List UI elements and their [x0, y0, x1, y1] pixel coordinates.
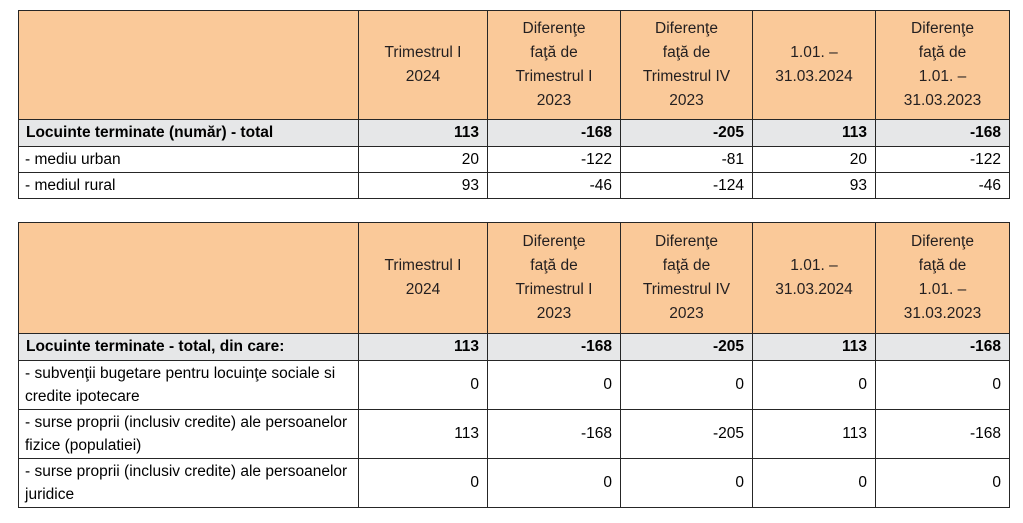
row-value: 113	[358, 409, 488, 459]
table-row: - subvenţii bugetare pentru locuinţe soc…	[18, 360, 1010, 410]
table-row: - mediu urban 20 -122 -81 20 -122	[18, 146, 1010, 173]
row-value: 0	[620, 360, 753, 410]
row-value: 113	[752, 409, 876, 459]
row-label: - subvenţii bugetare pentru locuinţe soc…	[18, 360, 359, 410]
table-1-col-header-5-text: Diferenţe faţă de 1.01. –31.03.2023	[903, 20, 982, 109]
row-value: 113	[358, 119, 488, 147]
row-value: 0	[358, 458, 488, 508]
row-value: 93	[358, 172, 488, 199]
row-value: -168	[487, 119, 621, 147]
row-value: 0	[752, 360, 876, 410]
table-1-col-header-1: Trimestrul I 2024	[358, 10, 488, 120]
table-1-col-header-5: Diferenţe faţă de 1.01. –31.03.2023	[875, 10, 1010, 120]
table-1-col-header-2-text: Diferenţe faţă de Trimestrul I 2023	[515, 20, 593, 109]
row-value: -122	[487, 146, 621, 173]
table-row: - surse proprii (inclusiv credite) ale p…	[18, 458, 1010, 508]
table-2-col-header-1-text: Trimestrul I 2024	[384, 257, 462, 298]
table-2-col-header-4-text: 1.01. –31.03.2024	[775, 257, 853, 298]
row-value: 0	[620, 458, 753, 508]
table-2-col-header-5-text: Diferenţe faţă de 1.01. –31.03.2023	[903, 233, 982, 322]
table-row-total: Locuinte terminate (număr) - total 113 -…	[18, 119, 1010, 147]
table-2-col-header-3: Diferenţe faţă de Trimestrul IV 2023	[620, 222, 753, 334]
table-1-col-header-0	[18, 10, 359, 120]
table-2-col-header-2: Diferenţe faţă de Trimestrul I 2023	[487, 222, 621, 334]
row-value: -205	[620, 119, 753, 147]
table-1-col-header-3: Diferenţe faţă de Trimestrul IV 2023	[620, 10, 753, 120]
row-label: - mediu urban	[18, 146, 359, 173]
table-row: - surse proprii (inclusiv credite) ale p…	[18, 409, 1010, 459]
row-value: 0	[875, 458, 1010, 508]
row-value: -46	[487, 172, 621, 199]
table-1-col-header-4-text: 1.01. –31.03.2024	[775, 44, 853, 85]
table-1-col-header-3-text: Diferenţe faţă de Trimestrul IV 2023	[642, 20, 731, 109]
table-2-col-header-0	[18, 222, 359, 334]
row-value: 0	[358, 360, 488, 410]
row-value: -168	[875, 409, 1010, 459]
row-value: -205	[620, 409, 753, 459]
row-value: 0	[875, 360, 1010, 410]
table-2-col-header-5: Diferenţe faţă de 1.01. –31.03.2023	[875, 222, 1010, 334]
table-1-body: Locuinte terminate (număr) - total 113 -…	[18, 119, 1010, 199]
table-2-body: Locuinte terminate - total, din care: 11…	[18, 333, 1010, 508]
table-2-col-header-3-text: Diferenţe faţă de Trimestrul IV 2023	[642, 233, 731, 322]
row-value: -46	[875, 172, 1010, 199]
table-2-header-row: Trimestrul I 2024 Diferenţe faţă de Trimest…	[18, 222, 1010, 334]
table-row-total: Locuinte terminate - total, din care: 11…	[18, 333, 1010, 361]
row-value: -168	[875, 333, 1010, 361]
row-value: -205	[620, 333, 753, 361]
table-2-col-header-2-text: Diferenţe faţă de Trimestrul I 2023	[515, 233, 593, 322]
table-1-header-row: Trimestrul I 2024 Diferenţe faţă de Trimest…	[18, 10, 1010, 120]
row-label: - surse proprii (inclusiv credite) ale p…	[18, 458, 359, 508]
row-value: 113	[358, 333, 488, 361]
dwellings-completed-by-funding-table: Trimestrul I 2024 Diferenţe faţă de Trimest…	[18, 222, 1010, 508]
row-label: Locuinte terminate - total, din care:	[18, 333, 359, 361]
table-1-col-header-4: 1.01. –31.03.2024	[752, 10, 876, 120]
row-value: 0	[752, 458, 876, 508]
table-2-col-header-4: 1.01. –31.03.2024	[752, 222, 876, 334]
table-row: - mediul rural 93 -46 -124 93 -46	[18, 172, 1010, 199]
row-label: - mediul rural	[18, 172, 359, 199]
row-value: 0	[487, 458, 621, 508]
row-value: -124	[620, 172, 753, 199]
row-value: -168	[487, 333, 621, 361]
table-2-header: Trimestrul I 2024 Diferenţe faţă de Trimest…	[18, 222, 1010, 334]
row-value: 93	[752, 172, 876, 199]
dwellings-completed-by-area-table: Trimestrul I 2024 Diferenţe faţă de Trimest…	[18, 10, 1010, 199]
row-value: -81	[620, 146, 753, 173]
row-label: Locuinte terminate (număr) - total	[18, 119, 359, 147]
row-value: 0	[487, 360, 621, 410]
table-2-col-header-1: Trimestrul I 2024	[358, 222, 488, 334]
row-label: - surse proprii (inclusiv credite) ale p…	[18, 409, 359, 459]
row-value: 20	[752, 146, 876, 173]
row-value: -168	[487, 409, 621, 459]
row-value: -122	[875, 146, 1010, 173]
row-value: 113	[752, 119, 876, 147]
row-value: 113	[752, 333, 876, 361]
table-1-header: Trimestrul I 2024 Diferenţe faţă de Trimest…	[18, 10, 1010, 120]
table-1-col-header-1-text: Trimestrul I 2024	[384, 44, 462, 85]
row-value: 20	[358, 146, 488, 173]
table-1-col-header-2: Diferenţe faţă de Trimestrul I 2023	[487, 10, 621, 120]
row-value: -168	[875, 119, 1010, 147]
